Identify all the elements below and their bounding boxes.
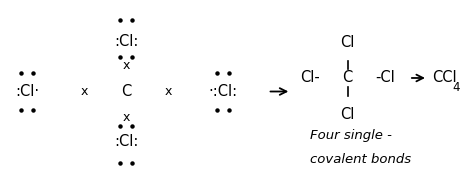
Text: x: x — [80, 85, 88, 98]
Text: C: C — [121, 84, 131, 99]
Text: x: x — [165, 85, 173, 98]
Text: -Cl: -Cl — [375, 70, 395, 85]
Text: :Cl:: :Cl: — [114, 33, 138, 48]
Text: :Cl·: :Cl· — [15, 84, 39, 99]
Text: 4: 4 — [452, 81, 460, 94]
Text: Cl: Cl — [340, 35, 355, 50]
Text: x: x — [123, 111, 130, 124]
Text: x: x — [123, 59, 130, 72]
Text: Cl-: Cl- — [300, 70, 320, 85]
Text: ·:Cl:: ·:Cl: — [208, 84, 237, 99]
Text: :Cl:: :Cl: — [114, 135, 138, 150]
Text: covalent bonds: covalent bonds — [310, 154, 411, 167]
Text: C: C — [343, 70, 353, 85]
Text: Four single -: Four single - — [310, 129, 392, 142]
Text: Cl: Cl — [340, 107, 355, 122]
Text: CCl: CCl — [433, 70, 457, 85]
